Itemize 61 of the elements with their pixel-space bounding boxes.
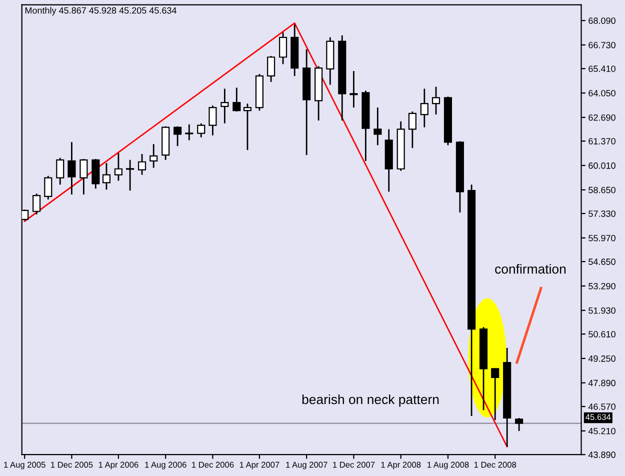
candlestick <box>220 88 229 124</box>
annotation: bearish on neck pattern <box>302 394 439 407</box>
candlestick <box>174 126 182 147</box>
candlestick <box>197 122 206 138</box>
y-tick-label: 53.290 <box>588 282 616 290</box>
candlestick <box>126 159 134 192</box>
x-tick-label: 1 Aug 2005 <box>4 462 46 470</box>
y-tick-label: 68.090 <box>588 18 616 24</box>
y-tick-label: 54.650 <box>588 258 616 265</box>
y-tick-label: 57.330 <box>588 210 616 217</box>
y-tick-label: 62.690 <box>588 114 616 121</box>
candlestick <box>267 55 276 83</box>
y-tick-label: 49.250 <box>588 355 616 362</box>
candlestick <box>515 417 524 432</box>
y-tick-label: 45.210 <box>588 428 616 434</box>
candlestick <box>68 141 76 196</box>
y-tick-label: 46.570 <box>588 403 616 410</box>
x-tick-label: 1 Dec 2006 <box>192 462 234 468</box>
candlestick <box>420 88 428 128</box>
candlestick <box>374 106 382 146</box>
candlestick <box>150 143 158 168</box>
candlestick <box>491 368 500 421</box>
x-tick-label: 1 Aug 2006 <box>145 462 186 470</box>
candlestick <box>92 158 100 190</box>
candlestick <box>114 152 122 182</box>
y-tick-label: 50.610 <box>588 331 616 338</box>
y-tick-label: 66.730 <box>588 42 616 48</box>
candlestick <box>80 158 88 196</box>
x-tick-label: 1 Aug 2008 <box>428 462 469 470</box>
ref-line-label: 45.634 <box>586 414 611 420</box>
chart-title: Monthly 45.867 45.928 45.205 45.634 <box>25 7 176 16</box>
candlestick <box>350 70 358 108</box>
x-tick-label: 1 Dec 2007 <box>333 462 375 468</box>
candlestick <box>278 32 288 65</box>
y-tick-label: 47.890 <box>588 380 616 386</box>
candlestick <box>208 104 217 136</box>
candlestick <box>32 192 41 216</box>
candlestick <box>56 157 64 186</box>
y-tick-label: 58.650 <box>588 186 616 194</box>
y-tick-label: 43.890 <box>588 452 616 458</box>
x-tick-label: 1 Dec 2008 <box>474 462 516 468</box>
candlestick <box>243 102 252 151</box>
candlestick <box>185 124 194 141</box>
candlestick <box>102 162 111 190</box>
y-tick-label: 65.410 <box>588 66 616 72</box>
x-tick-label: 1 Apr 2007 <box>240 462 280 470</box>
candlestick <box>408 110 416 149</box>
y-tick-label: 51.930 <box>588 307 616 314</box>
y-tick-label: 61.370 <box>588 138 616 144</box>
x-tick-label: 1 Aug 2007 <box>286 462 328 470</box>
y-tick-label: 64.050 <box>588 90 616 96</box>
y-tick-label: 60.010 <box>588 162 616 169</box>
y-tick-label: 55.970 <box>588 234 616 242</box>
candlestick <box>232 87 241 112</box>
candlestick <box>432 86 440 116</box>
annotation: confirmation <box>495 264 566 274</box>
candlestick <box>138 153 146 176</box>
candlestick <box>44 175 52 200</box>
x-tick-label: 1 Dec 2005 <box>51 462 93 468</box>
x-tick-label: 1 Apr 2006 <box>98 462 138 470</box>
x-tick-label: 1 Apr 2008 <box>381 462 421 470</box>
